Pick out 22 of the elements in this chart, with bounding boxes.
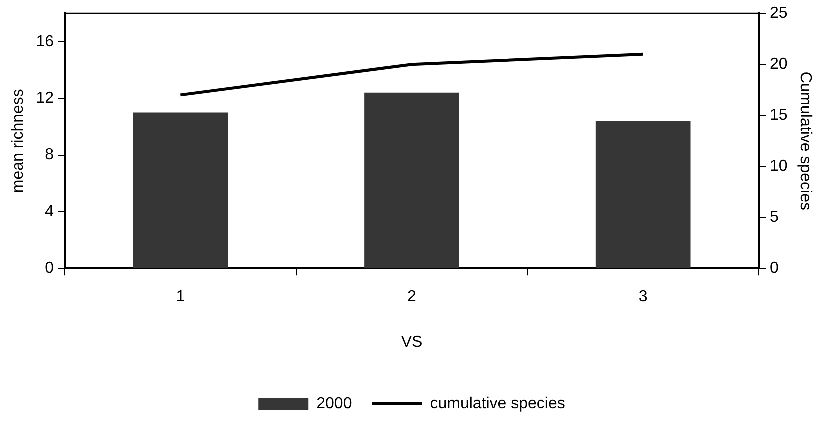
bar xyxy=(364,92,460,268)
y-axis-title: mean richness xyxy=(10,89,28,194)
y-tick-label: 8 xyxy=(45,146,54,164)
y-tick-label: 12 xyxy=(36,90,54,108)
y2-axis-title: Cumulative species xyxy=(796,72,814,210)
y2-tick-label: 10 xyxy=(770,158,788,176)
y2-tick-label: 20 xyxy=(770,56,788,74)
legend-label: 2000 xyxy=(316,395,352,412)
y-tick-label: 16 xyxy=(36,33,54,50)
y2-tick-label: 0 xyxy=(770,260,780,278)
x-tick-label: 1 xyxy=(176,288,186,306)
y2-tick-label: 5 xyxy=(770,209,780,226)
x-tick-label: 2 xyxy=(408,288,417,306)
x-tick-label: 3 xyxy=(638,288,648,306)
legend-label: cumulative species xyxy=(430,395,566,412)
y-tick-label: 0 xyxy=(45,260,54,278)
y-tick-label: 4 xyxy=(45,203,54,220)
y2-tick-label: 25 xyxy=(770,5,788,22)
y2-tick-label: 15 xyxy=(770,107,788,124)
bar xyxy=(133,112,228,268)
x-axis-title: VS xyxy=(401,334,423,351)
bar xyxy=(596,121,691,268)
